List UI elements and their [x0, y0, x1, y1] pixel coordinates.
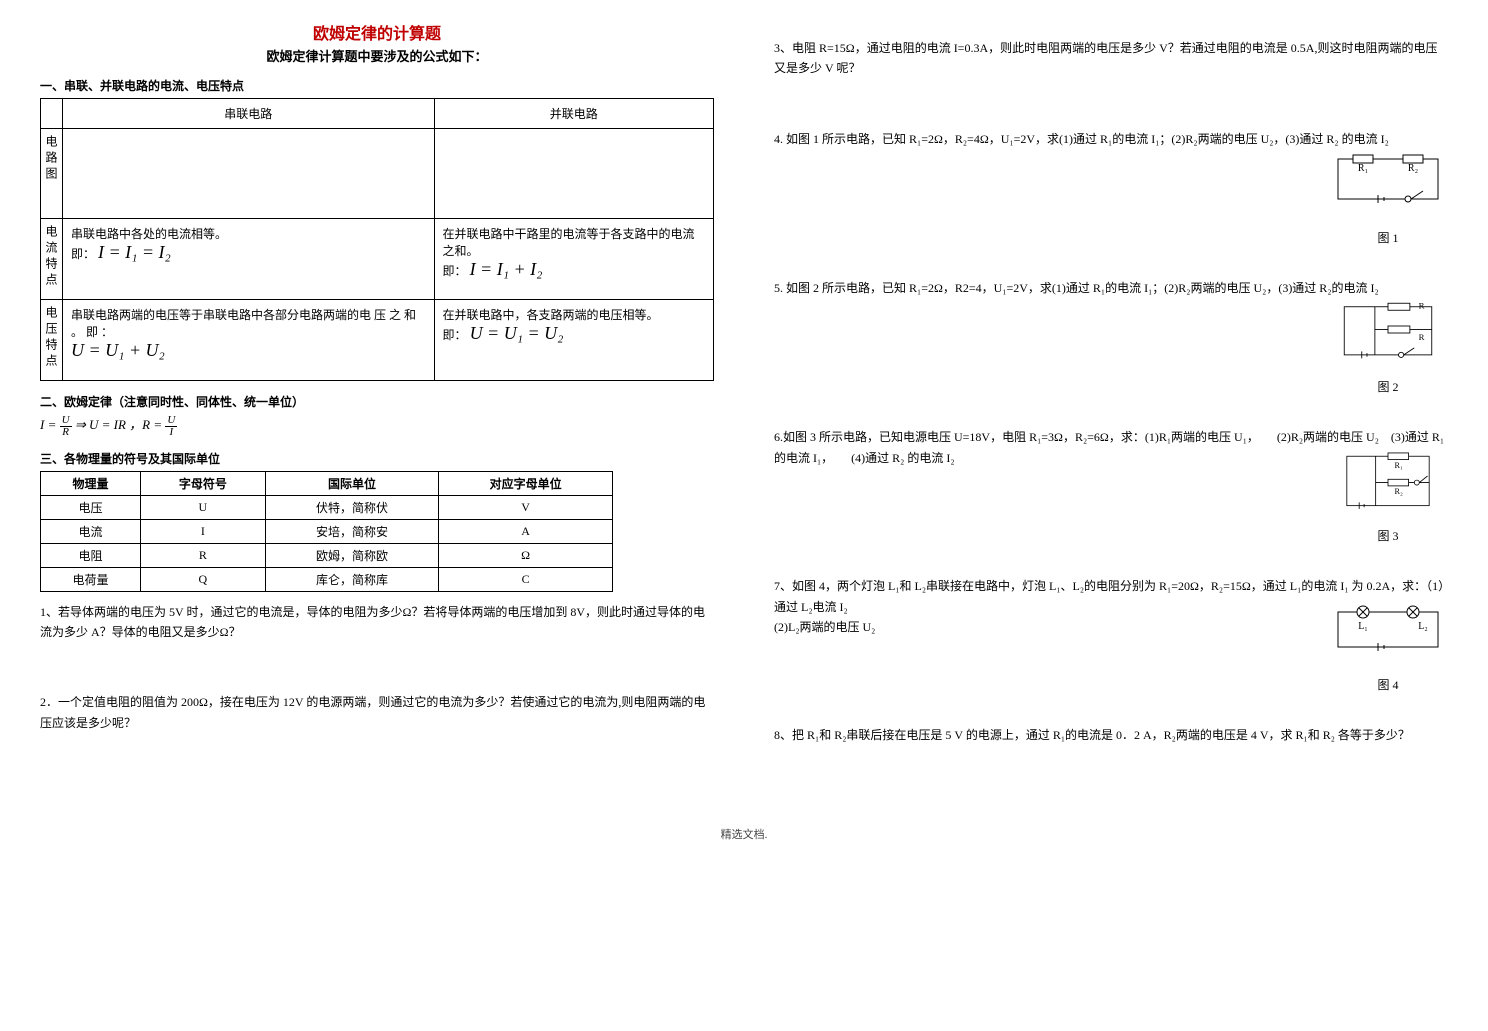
fig1-label: 图 1 — [1328, 228, 1448, 248]
parallel-voltage-cell: 在并联电路中，各支路两端的电压相等。 即： U = U₁ = U₂ — [434, 300, 713, 381]
row2-label: 电流特点 — [43, 225, 60, 289]
parallel-header: 并联电路 — [434, 99, 713, 129]
page-subtitle: 欧姆定律计算题中要涉及的公式如下： — [40, 46, 714, 65]
series-current-cell: 串联电路中各处的电流相等。 即： I = I₁ = I₂ — [63, 219, 435, 300]
figure-1: R₁ R₂ 图 1 — [1328, 149, 1448, 248]
section1-head: 一、串联、并联电路的电流、电压特点 — [40, 77, 714, 94]
svg-text:L₁: L₁ — [1358, 621, 1368, 632]
units-h3: 对应字母单位 — [439, 471, 613, 495]
section3-head: 三、各物理量的符号及其国际单位 — [40, 450, 714, 467]
page-title: 欧姆定律的计算题 — [40, 20, 714, 44]
parallel-voltage-formula: U = U₁ = U₂ — [470, 323, 564, 343]
page-footer: 精选文档. — [40, 826, 1448, 842]
figure-4: L₁ L₂ 图 4 — [1328, 597, 1448, 696]
problem-1: 1、若导体两端的电压为 5V 时，通过它的电流是，导体的电阻为多少Ω？若将导体两… — [40, 602, 714, 643]
section2-head: 二、欧姆定律（注意同时性、同体性、统一单位） — [40, 393, 714, 410]
row1-label: 电路图 — [43, 135, 60, 183]
table-row: 电流I安培，简称安A — [41, 519, 613, 543]
problem-5: 5. 如图 2 所示电路，已知 R₁=2Ω，R2=4，U₁=2V，求(1)通过 … — [774, 278, 1448, 397]
problem-2: 2．一个定值电阻的阻值为 200Ω，接在电压为 12V 的电源两端，则通过它的电… — [40, 692, 714, 733]
problem-3: 3、电阻 R=15Ω，通过电阻的电流 I=0.3A，则此时电阻两端的电压是多少 … — [774, 38, 1448, 79]
problem-8: 8、把 R₁和 R₂串联后接在电压是 5 V 的电源上，通过 R₁的电流是 0．… — [774, 725, 1448, 745]
problem-6: 6.如图 3 所示电路，已知电源电压 U=18V，电阻 R₁=3Ω，R₂=6Ω，… — [774, 427, 1448, 546]
figure-2: R R 图 2 — [1328, 298, 1448, 397]
table-row: 电荷量Q库仑，简称库C — [41, 567, 613, 591]
table-row: 电阻R欧姆，简称欧Ω — [41, 543, 613, 567]
problem-7: 7、如图 4，两个灯泡 L₁和 L₂串联接在电路中，灯泡 L₁、L₂的电阻分别为… — [774, 576, 1448, 695]
svg-text:R₁: R₁ — [1358, 163, 1368, 174]
problem-4: 4. 如图 1 所示电路，已知 R₁=2Ω，R₂=4Ω，U₁=2V，求(1)通过… — [774, 129, 1448, 248]
series-voltage-cell: 串联电路两端的电压等于串联电路中各部分电路两端的电 压 之 和 。 即 ： U … — [63, 300, 435, 381]
series-diagram-cell — [63, 129, 435, 219]
circuit-table: 串联电路 并联电路 电路图 电流特点 串联电路中各处的电流相等。 即： I = … — [40, 98, 714, 381]
svg-text:R₁: R₁ — [1395, 460, 1403, 469]
svg-text:L₂: L₂ — [1418, 621, 1428, 632]
series-voltage-formula: U = U₁ + U₂ — [71, 340, 165, 360]
ohms-law-formula: I = UR ⇒ U = IR ，R = UI — [40, 414, 714, 438]
row3-label: 电压特点 — [43, 306, 60, 370]
svg-text:R₂: R₂ — [1408, 163, 1418, 174]
table-row: 电压U伏特，简称伏V — [41, 495, 613, 519]
units-h0: 物理量 — [41, 471, 141, 495]
parallel-current-formula: I = I₁ + I₂ — [470, 259, 543, 279]
series-current-formula: I = I₁ = I₂ — [98, 242, 171, 262]
svg-text:R: R — [1419, 301, 1425, 311]
parallel-diagram-cell — [434, 129, 713, 219]
fig4-label: 图 4 — [1328, 675, 1448, 695]
svg-text:R₂: R₂ — [1395, 487, 1403, 496]
series-header: 串联电路 — [63, 99, 435, 129]
fig3-label: 图 3 — [1328, 526, 1448, 546]
parallel-current-cell: 在并联电路中干路里的电流等于各支路中的电流之和。 即： I = I₁ + I₂ — [434, 219, 713, 300]
units-h1: 字母符号 — [141, 471, 266, 495]
units-table: 物理量 字母符号 国际单位 对应字母单位 电压U伏特，简称伏V 电流I安培，简称… — [40, 471, 613, 592]
fig2-label: 图 2 — [1328, 377, 1448, 397]
svg-text:R: R — [1419, 332, 1425, 342]
units-h2: 国际单位 — [265, 471, 439, 495]
figure-3: R₁ R₂ 图 3 — [1328, 448, 1448, 547]
